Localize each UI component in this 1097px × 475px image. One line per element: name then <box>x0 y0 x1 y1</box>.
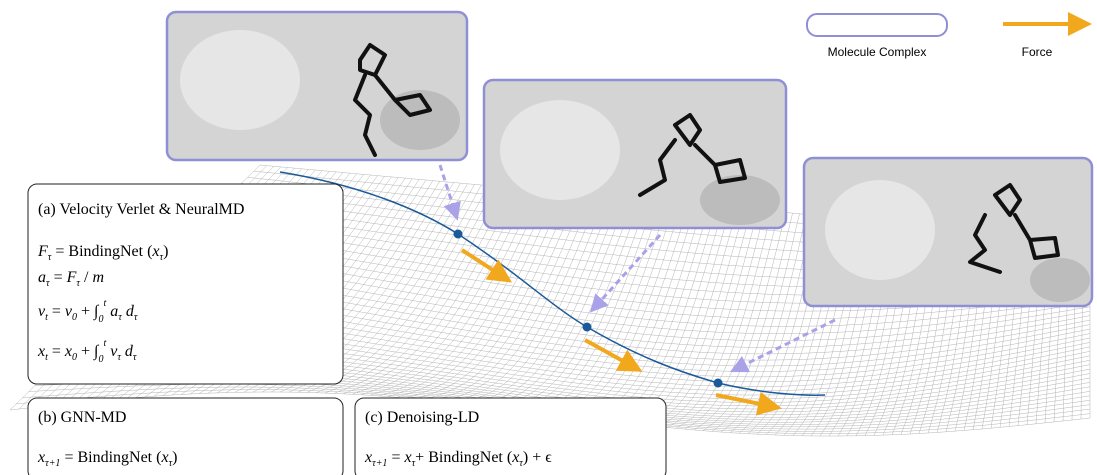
panel-title: (b) GNN-MD <box>38 409 126 426</box>
position-dot <box>454 230 463 239</box>
panel-title: (c) Denoising-LD <box>365 409 479 426</box>
positions <box>454 230 723 388</box>
panel-c: (c) Denoising-LD xτ+1 = xτ+ BindingNet (… <box>355 398 666 475</box>
force-arrow <box>716 395 770 406</box>
mesh-line <box>694 213 786 430</box>
snapshot <box>484 80 786 228</box>
force-arrow <box>462 250 502 276</box>
legend-label: Molecule Complex <box>828 45 927 59</box>
force-arrow <box>585 340 632 366</box>
link-arrow <box>440 165 455 212</box>
snapshot <box>167 12 467 160</box>
position-dot <box>714 379 723 388</box>
panel-title: (a) Velocity Verlet & NeuralMD <box>38 201 244 218</box>
link-arrow <box>738 320 835 368</box>
mesh-line <box>631 208 737 424</box>
position-dot <box>583 323 592 332</box>
mesh-line <box>640 209 744 425</box>
snapshot <box>804 158 1092 306</box>
mesh-line <box>523 201 654 411</box>
mesh-line <box>541 202 668 413</box>
legend: Molecule Complex Force <box>807 14 1080 59</box>
mesh-line <box>514 200 647 410</box>
legend-label: Force <box>1022 45 1053 59</box>
panel-b: (b) GNN-MD xτ+1 = BindingNet (xτ) <box>28 398 343 475</box>
panel-a: (a) Velocity Verlet & NeuralMD Fτ = Bind… <box>28 184 343 384</box>
diagram: Molecule Complex Force (a) Velocity Verl… <box>0 0 1097 475</box>
legend-complex-icon <box>807 14 947 36</box>
